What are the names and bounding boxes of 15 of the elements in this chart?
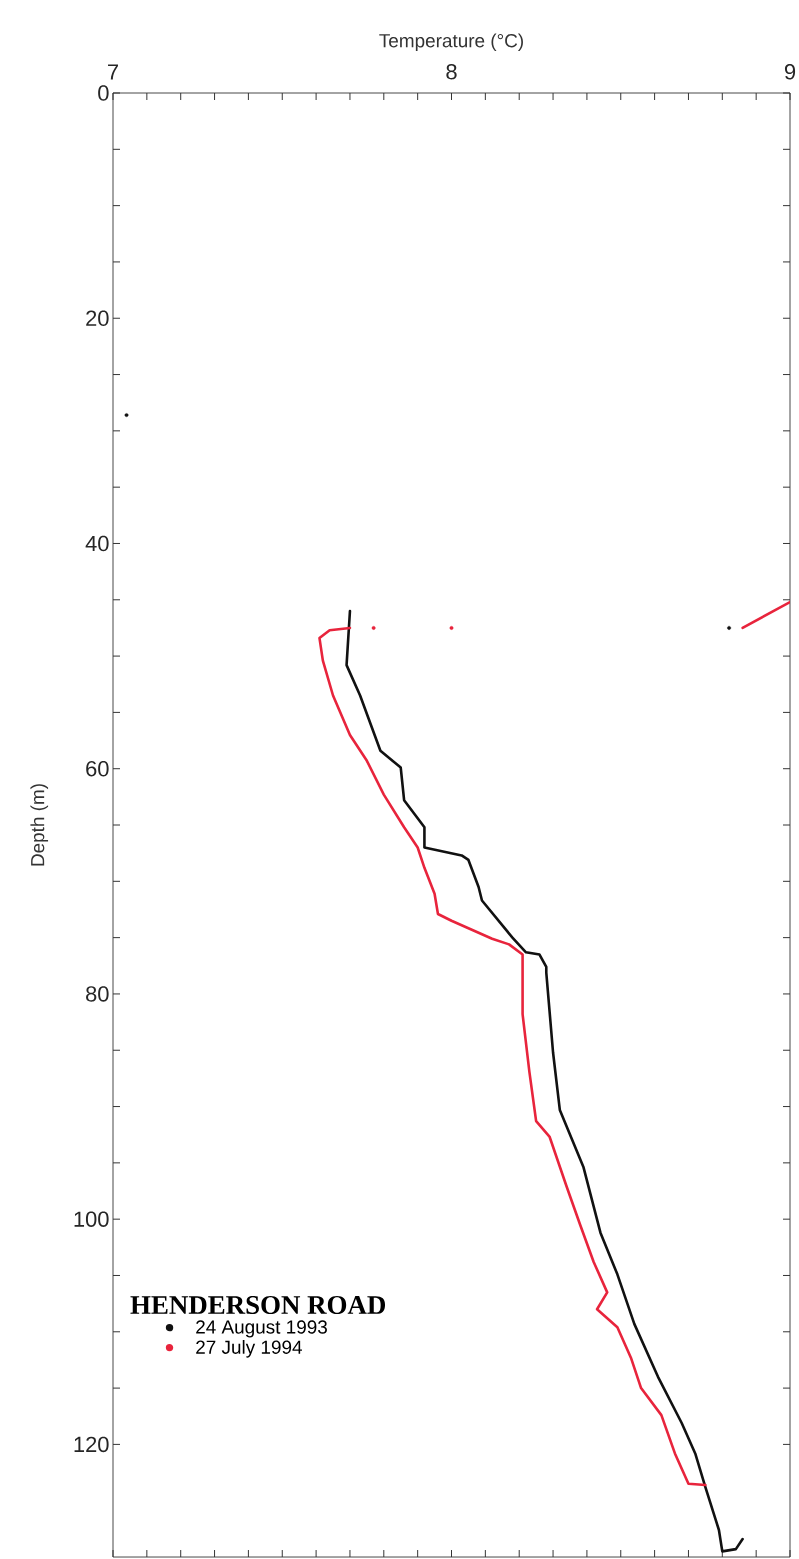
y-tick-label: 20 [86,310,109,326]
y-axis-title: Depth (m) [30,784,49,866]
x-axis-title: Temperature (°C) [379,33,523,52]
x-tick-label: 7 [108,64,118,80]
y-tick-label: 100 [74,1211,109,1227]
y-tick-label: 40 [85,535,109,552]
x-tick-label: 9 [784,63,796,80]
y-tick-label: 80 [86,986,109,1002]
y-tick-label: 120 [74,1436,109,1453]
y-tick-label: 60 [86,760,109,777]
y-tick-label: 0 [98,85,109,101]
x-tick-label: 8 [446,63,457,80]
legend-label: 27 July 1994 [196,1339,302,1358]
legend-label: 24 August 1993 [196,1320,327,1338]
legend-title: HENDERSON ROAD [130,1296,386,1315]
